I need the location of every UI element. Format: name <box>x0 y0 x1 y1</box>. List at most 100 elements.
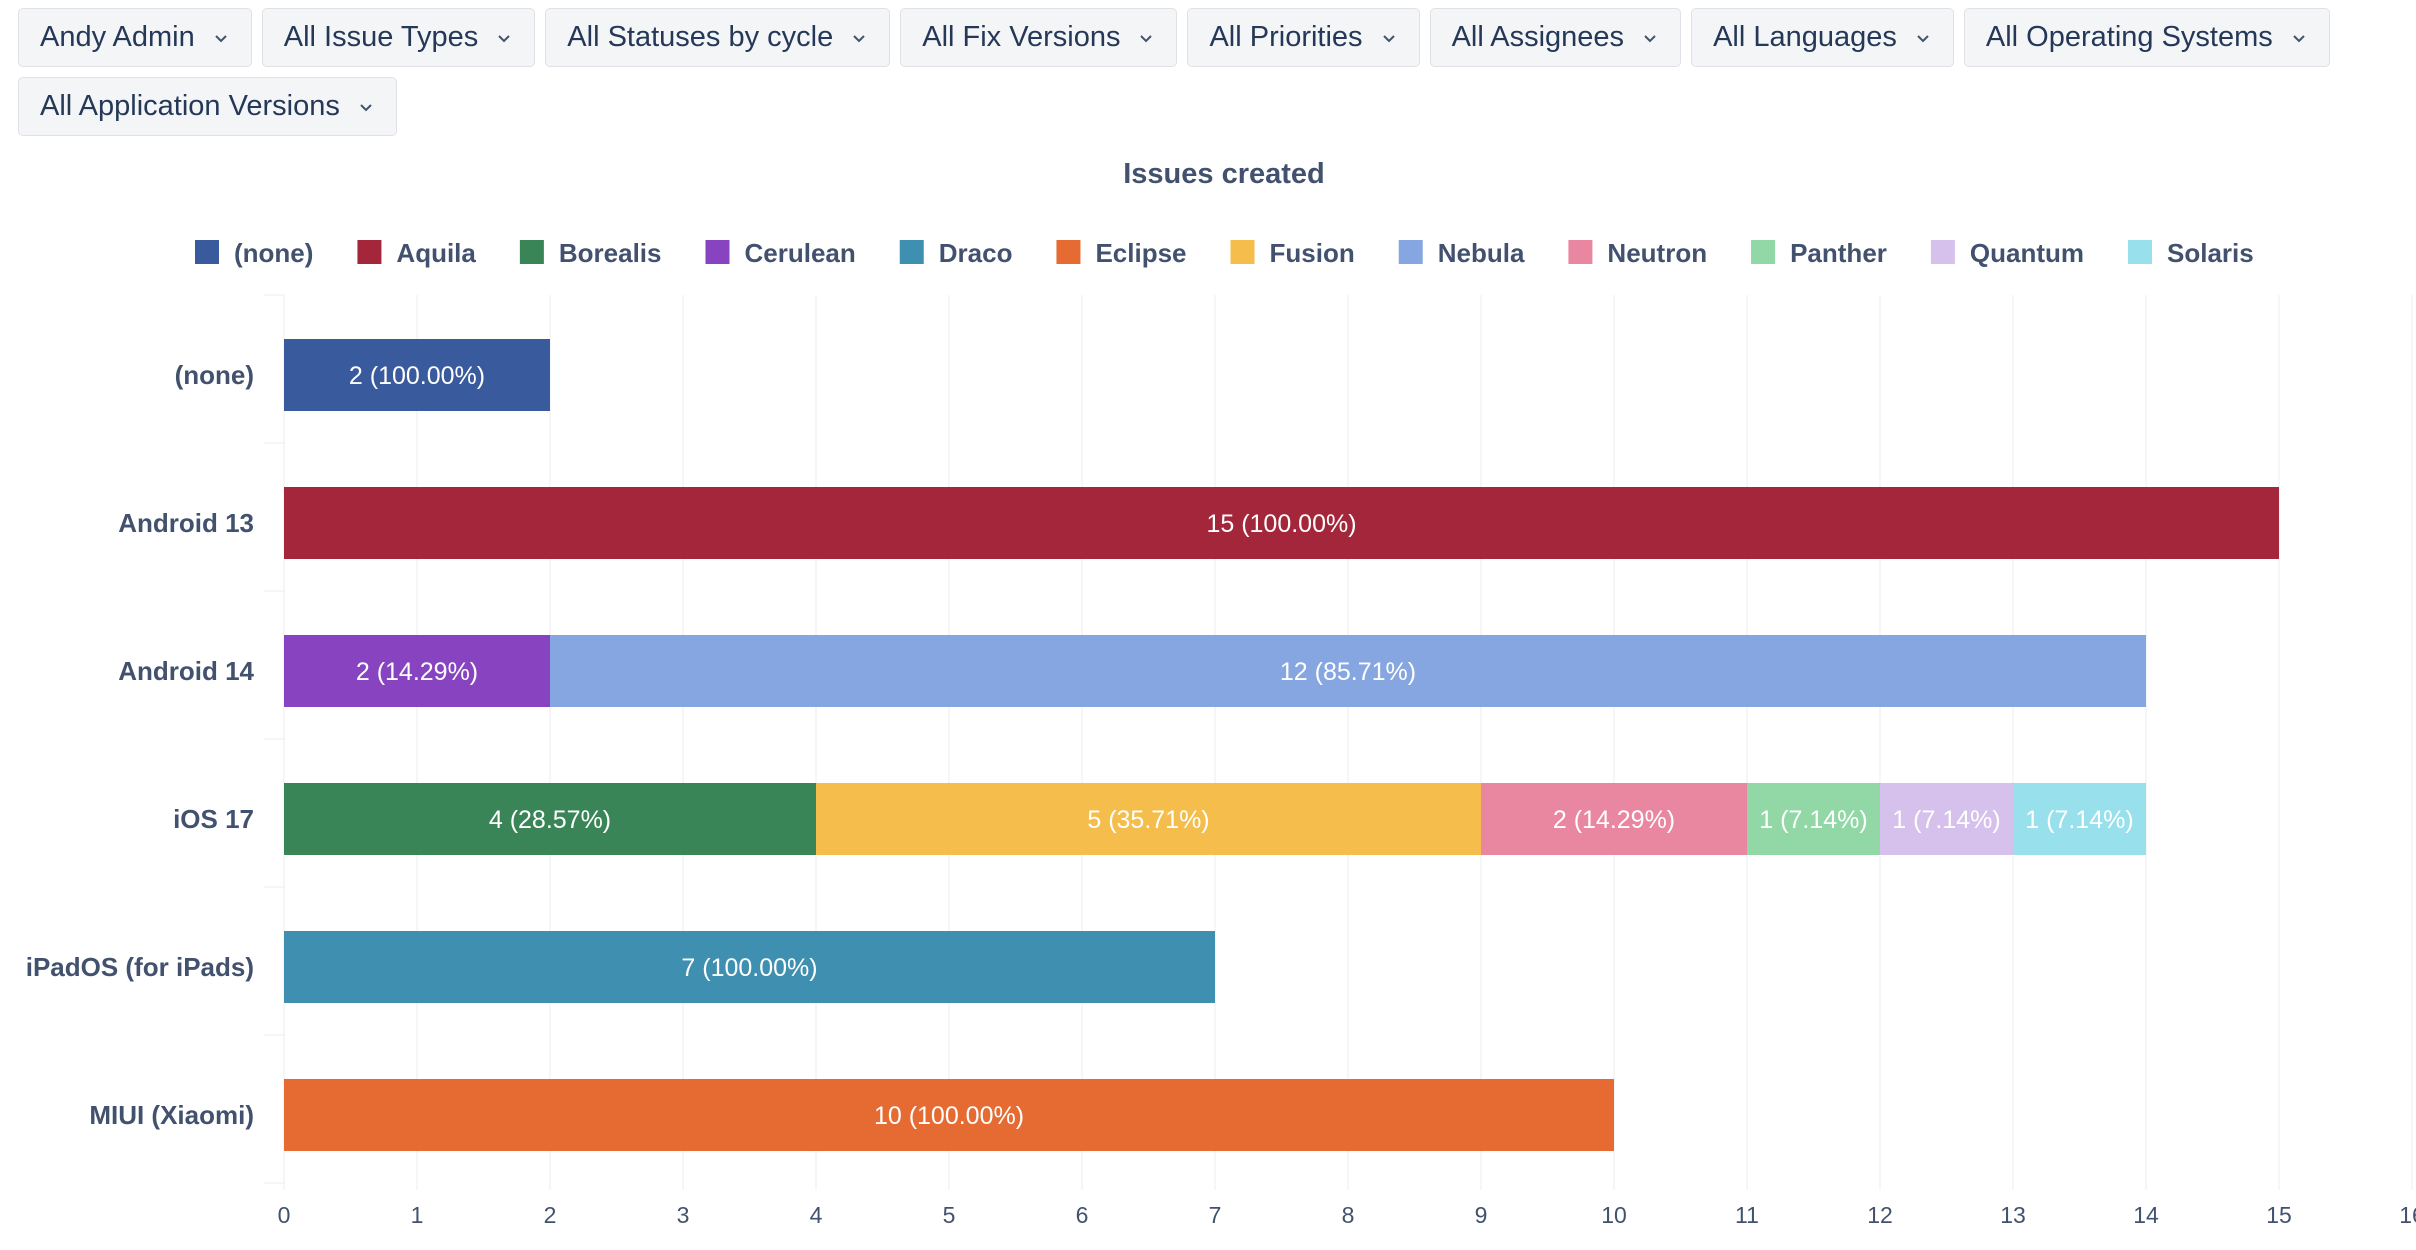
filter-label: All Assignees <box>1451 21 1625 53</box>
bar-value-label: 1 (7.14%) <box>1892 806 2000 834</box>
bar-segment <box>1747 783 1880 855</box>
priority-filter-dropdown[interactable]: All Priorities <box>1187 8 1420 67</box>
chart-legend: (none) Aquila Borealis Cerulean Draco Eclipse… <box>195 238 2254 268</box>
bar-segment <box>284 487 2279 559</box>
app-version-filter-dropdown[interactable]: All Application Versions <box>18 77 397 136</box>
x-tick-label: 1 <box>411 1202 424 1228</box>
bar-segment <box>284 783 816 855</box>
filter-label: All Statuses by cycle <box>567 21 834 53</box>
chevron-down-icon <box>1917 34 1929 42</box>
chevron-down-icon <box>498 34 510 42</box>
assignee-filter-dropdown[interactable]: All Assignees <box>1429 8 1682 67</box>
chart-bars: 2 (100.00%) 15 (100.00%) 2 (14.29%) 12 (85.… <box>284 339 2279 1151</box>
bar-value-label: 4 (28.57%) <box>489 806 611 834</box>
bar-segment <box>816 783 1481 855</box>
legend-swatch <box>899 240 924 264</box>
legend-swatch <box>357 240 382 264</box>
chevron-down-icon <box>1382 34 1395 42</box>
bar-value-label: 7 (100.00%) <box>681 954 817 982</box>
legend-item: (none) <box>234 238 313 268</box>
filter-bar: Andy Admin All Issue Types All Statuses … <box>18 8 2398 136</box>
bar-value-label: 12 (85.71%) <box>1280 658 1416 686</box>
issue-type-filter-dropdown[interactable]: All Issue Types <box>261 8 536 67</box>
legend-swatch <box>195 240 219 264</box>
x-tick-label: 5 <box>943 1202 956 1228</box>
x-tick-label: 16 <box>2399 1202 2416 1228</box>
legend-swatch <box>705 240 730 264</box>
bar-segment <box>2013 783 2146 855</box>
legend-item: Borealis <box>559 238 662 268</box>
y-category-label: (none) <box>175 360 254 390</box>
legend-item: Solaris <box>2167 238 2254 268</box>
chevron-down-icon <box>1644 34 1656 42</box>
filter-label: All Issue Types <box>283 21 479 53</box>
legend-item: Eclipse <box>1095 238 1186 268</box>
x-tick-label: 7 <box>1209 1202 1222 1228</box>
y-axis-labels: (none) Android 13 Android 14 iOS 17 iPadOS (… <box>26 360 255 1130</box>
x-tick-label: 12 <box>1867 1202 1893 1228</box>
bar-value-label: 2 (14.29%) <box>356 658 478 686</box>
x-tick-label: 11 <box>1735 1202 1759 1228</box>
bar-segment <box>1880 783 2013 855</box>
bar-value-label: 2 (14.29%) <box>1553 806 1675 834</box>
x-tick-label: 4 <box>810 1202 823 1228</box>
chevron-down-icon <box>1140 34 1153 42</box>
legend-item: Cerulean <box>744 238 855 268</box>
filter-label: All Languages <box>1713 21 1897 53</box>
y-category-label: Android 13 <box>118 508 254 538</box>
bar-segment <box>284 931 1215 1003</box>
status-filter-dropdown[interactable]: All Statuses by cycle <box>545 8 891 67</box>
x-tick-label: 2 <box>544 1202 557 1228</box>
x-axis-labels: 012345678910111213141516 <box>278 1202 2416 1228</box>
language-filter-dropdown[interactable]: All Languages <box>1691 8 1954 67</box>
chevron-down-icon <box>853 34 865 42</box>
bar-value-label: 10 (100.00%) <box>874 1102 1024 1130</box>
y-category-label: MIUI (Xiaomi) <box>89 1100 254 1130</box>
legend-item: Neutron <box>1607 238 1707 268</box>
x-tick-label: 10 <box>1601 1202 1627 1228</box>
user-filter-dropdown[interactable]: Andy Admin <box>18 8 252 67</box>
x-tick-label: 3 <box>677 1202 690 1228</box>
issues-chart: Issues created (none) Aquila Borealis Cerul… <box>26 158 2416 1228</box>
bar-segment <box>284 1079 1614 1151</box>
x-tick-label: 9 <box>1475 1202 1488 1228</box>
bar-segment <box>284 635 550 707</box>
bar-value-label: 15 (100.00%) <box>1206 510 1356 538</box>
legend-swatch <box>1930 240 1955 264</box>
bar-value-label: 1 (7.14%) <box>1759 806 1867 834</box>
chevron-down-icon <box>2293 34 2305 42</box>
legend-item: Aquila <box>396 238 476 268</box>
bar-value-label: 5 (35.71%) <box>1087 806 1209 834</box>
bar-segment <box>550 635 2146 707</box>
bar-segment <box>1481 783 1747 855</box>
filter-label: All Application Versions <box>40 90 340 122</box>
chevron-down-icon <box>360 103 372 111</box>
x-tick-label: 15 <box>2266 1202 2292 1228</box>
legend-item: Panther <box>1790 238 1887 268</box>
y-category-label: Android 14 <box>118 656 254 686</box>
fix-version-filter-dropdown[interactable]: All Fix Versions <box>900 8 1178 67</box>
os-filter-dropdown[interactable]: All Operating Systems <box>1963 8 2330 67</box>
x-tick-label: 14 <box>2133 1202 2159 1228</box>
legend-item: Quantum <box>1970 238 2084 268</box>
legend-swatch <box>1056 240 1081 264</box>
legend-swatch <box>1230 240 1255 264</box>
chart-title: Issues created <box>1123 158 1325 190</box>
x-tick-label: 6 <box>1076 1202 1089 1228</box>
bar-value-label: 2 (100.00%) <box>349 362 485 390</box>
legend-item: Fusion <box>1270 238 1355 268</box>
legend-swatch <box>2128 240 2153 264</box>
y-category-label: iOS 17 <box>173 804 254 834</box>
filter-label: All Priorities <box>1209 21 1363 53</box>
x-tick-label: 8 <box>1342 1202 1355 1228</box>
bar-segment <box>284 339 550 411</box>
x-tick-label: 0 <box>278 1202 291 1228</box>
chart-grid <box>264 294 2413 1190</box>
x-tick-label: 13 <box>2000 1202 2026 1228</box>
legend-swatch <box>519 240 544 264</box>
y-category-label: iPadOS (for iPads) <box>26 952 254 982</box>
legend-swatch <box>1398 240 1423 264</box>
legend-item: Draco <box>939 238 1013 268</box>
legend-swatch <box>1751 240 1776 264</box>
filter-label: All Operating Systems <box>1985 21 2273 53</box>
